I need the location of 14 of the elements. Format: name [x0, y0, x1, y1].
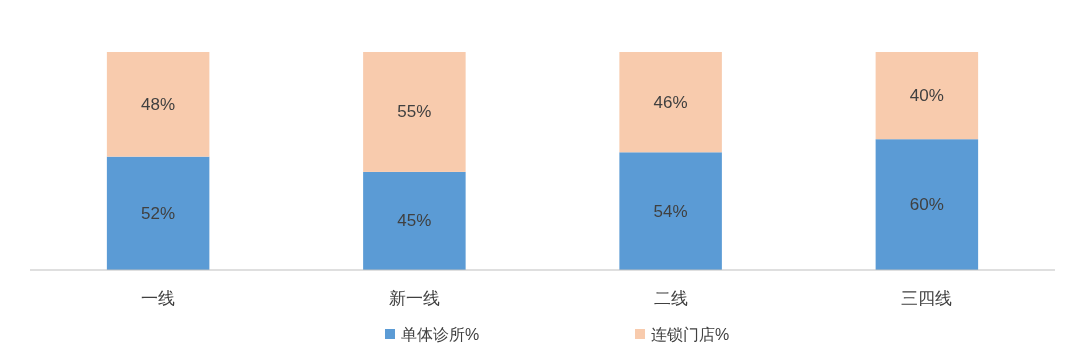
data-label: 54%	[653, 201, 688, 221]
legend-label: 连锁门店%	[651, 325, 730, 343]
data-label: 52%	[141, 203, 176, 223]
x-tick-label: 三四线	[901, 288, 953, 308]
data-label: 60%	[909, 195, 944, 215]
x-tick-label: 一线	[141, 288, 176, 308]
x-tick-label: 新一线	[388, 288, 440, 308]
legend-label: 单体诊所%	[401, 325, 480, 343]
data-label: 55%	[397, 102, 432, 122]
data-label: 48%	[141, 94, 176, 114]
data-label: 46%	[653, 92, 688, 112]
x-tick-label: 二线	[653, 288, 688, 308]
data-label: 40%	[909, 86, 944, 106]
data-label: 45%	[397, 211, 432, 231]
